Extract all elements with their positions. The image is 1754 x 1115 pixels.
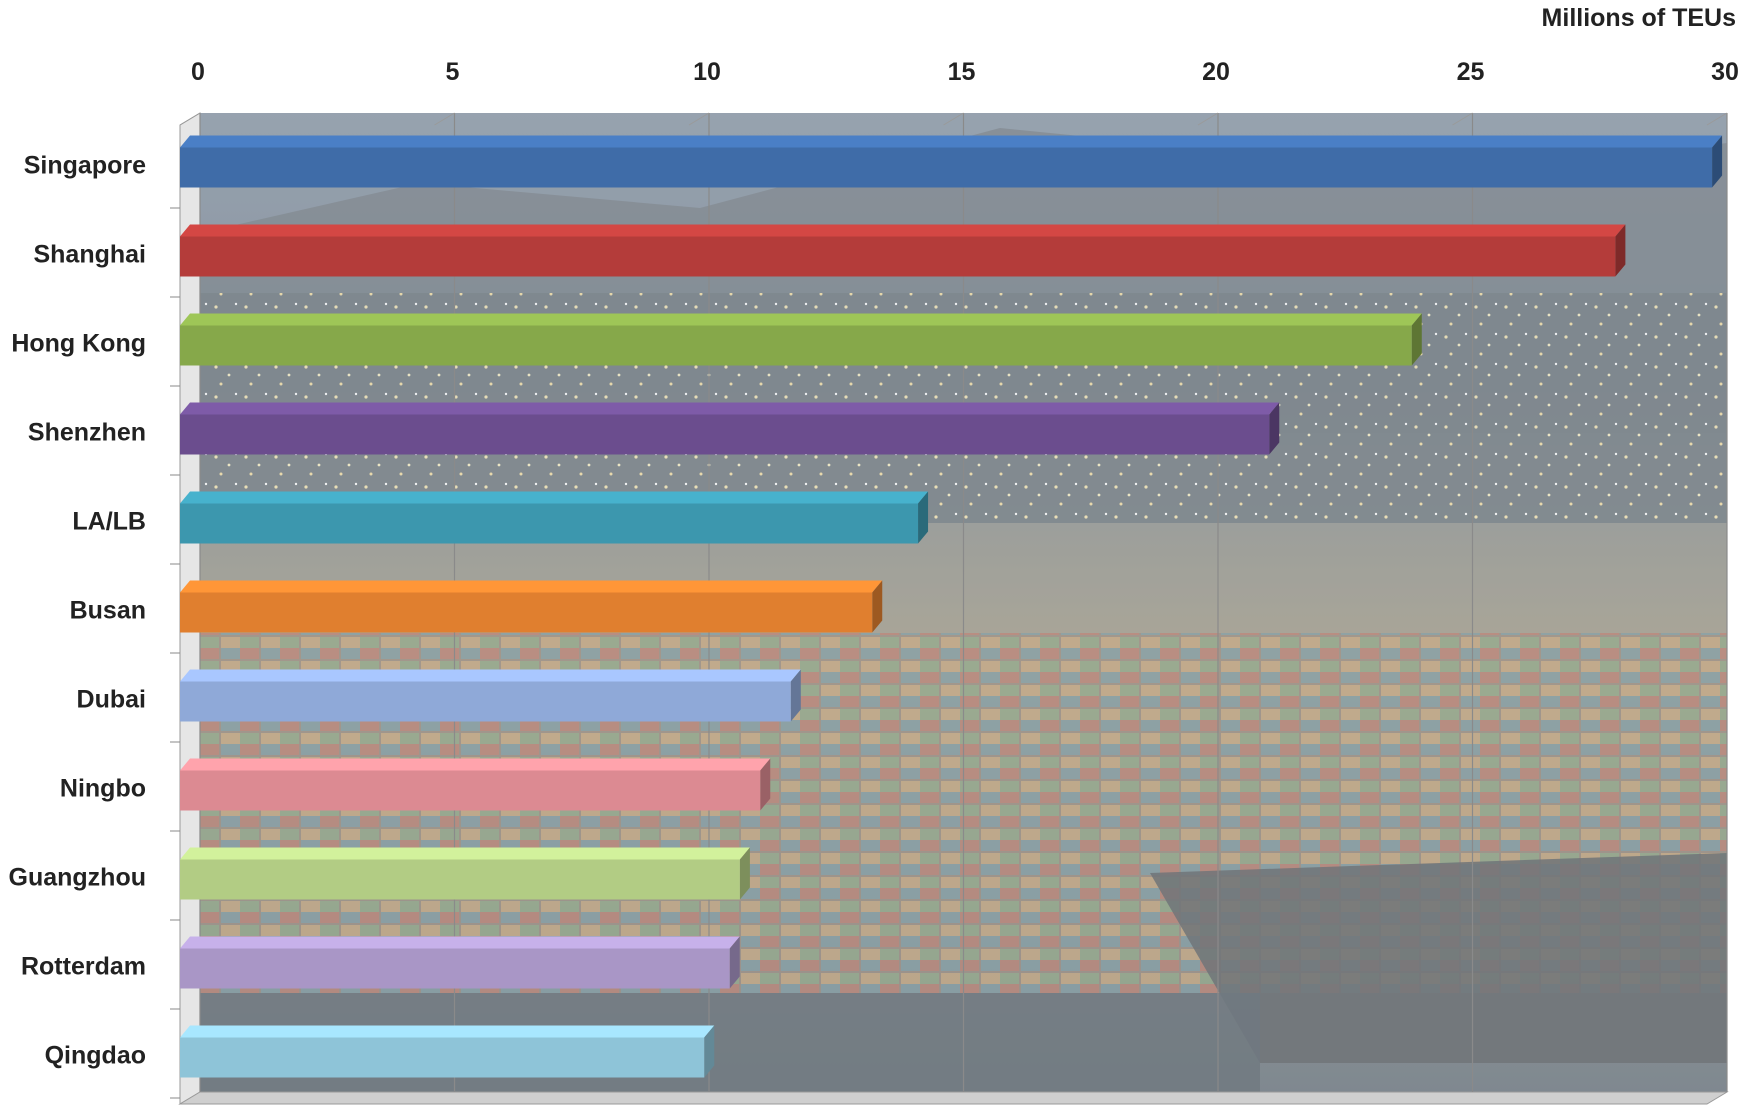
unit-label: Millions of TEUs [1541, 4, 1736, 32]
x-tick-label: 25 [1457, 58, 1485, 86]
category-label: Shanghai [33, 241, 146, 269]
bar [180, 580, 883, 633]
category-labels: Singapore Shanghai Hong Kong Shenzhen LA/LB B… [9, 152, 180, 1099]
x-tick-label: 30 [1711, 58, 1739, 86]
bar [180, 224, 1626, 277]
category-label: Rotterdam [21, 953, 146, 981]
category-label: Hong Kong [11, 330, 146, 358]
x-tick-label: 15 [948, 58, 976, 86]
bar [180, 936, 740, 989]
x-tick-label: 20 [1202, 58, 1230, 86]
bar [180, 847, 750, 900]
x-tick-label: 5 [446, 58, 460, 86]
bar [180, 491, 929, 544]
category-label: LA/LB [72, 508, 146, 536]
category-label: Dubai [77, 686, 146, 714]
category-label: Qingdao [45, 1042, 146, 1070]
category-label: Busan [70, 597, 146, 625]
x-tick-labels: 0 5 10 15 20 25 30 [191, 58, 1739, 86]
category-label: Singapore [24, 152, 146, 180]
category-label: Ningbo [60, 775, 146, 803]
bar [180, 313, 1422, 366]
bar [180, 758, 771, 811]
x-tick-label: 0 [191, 58, 205, 86]
bar [180, 1025, 715, 1078]
bar [180, 135, 1723, 188]
bars [180, 135, 1723, 1078]
x-tick-label: 10 [693, 58, 721, 86]
category-label: Shenzhen [28, 419, 146, 447]
bar [180, 669, 801, 722]
category-label: Guangzhou [9, 864, 146, 892]
bar [180, 402, 1280, 455]
